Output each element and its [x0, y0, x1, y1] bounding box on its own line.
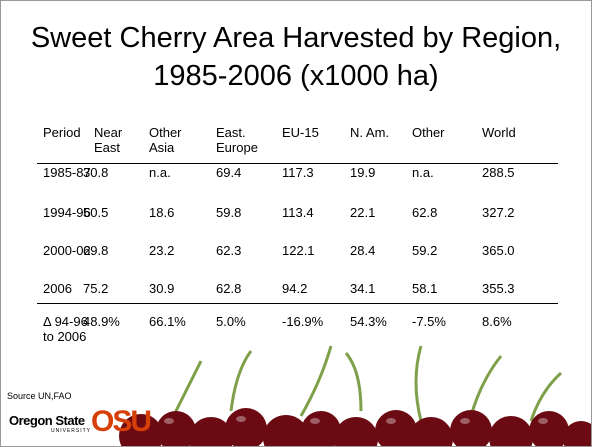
table-cell: 69.4	[216, 165, 242, 180]
table-cell: Δ 94-96 to 2006	[43, 314, 88, 344]
column-header: Other Asia	[149, 125, 182, 155]
column-header: East. Europe	[216, 125, 258, 155]
table-cell: 28.4	[350, 243, 376, 258]
table-cell: 122.1	[282, 243, 315, 258]
source-note: Source UN,FAO	[7, 391, 72, 401]
table-cell: 1985-87	[43, 165, 91, 180]
column-header: N. Am.	[350, 125, 390, 140]
table-cell: 75.2	[83, 281, 109, 296]
column-header: Near East	[94, 125, 123, 155]
table-cell: 8.6%	[482, 314, 512, 329]
table-cell: 66.1%	[149, 314, 186, 329]
table-cell: 48.9%	[83, 314, 120, 329]
table-cell: 2000-02	[43, 243, 91, 258]
table-rule	[37, 303, 558, 304]
table-cell: 58.1	[412, 281, 438, 296]
table-cell: 23.2	[149, 243, 175, 258]
column-header: Period	[43, 125, 81, 140]
table-rule	[37, 163, 558, 164]
table-cell: 327.2	[482, 205, 515, 220]
logo-mark: OSU	[91, 405, 152, 438]
table-cell: 1994-96	[43, 205, 91, 220]
table-cell: 117.3	[282, 165, 314, 180]
table-cell: 288.5	[482, 165, 515, 180]
column-header: World	[482, 125, 516, 140]
table-cell: 22.1	[350, 205, 376, 220]
table-cell: 62.3	[216, 243, 242, 258]
table-cell: 365.0	[482, 243, 515, 258]
table-cell: 30.9	[149, 281, 175, 296]
table-cell: 94.2	[282, 281, 308, 296]
table-cell: 19.9	[350, 165, 376, 180]
table-cell: 62.8	[412, 205, 438, 220]
table-cell: 59.2	[412, 243, 438, 258]
table-cell: n.a.	[149, 165, 171, 180]
table-cell: 2006	[43, 281, 72, 296]
table-cell: 30.8	[83, 165, 109, 180]
table-cell: 69.8	[83, 243, 109, 258]
table-cell: 54.3%	[350, 314, 387, 329]
table-cell: 34.1	[350, 281, 376, 296]
table-cell: 355.3	[482, 281, 515, 296]
table-cell: 18.6	[149, 205, 175, 220]
slide-title: Sweet Cherry Area Harvested by Region, 1…	[30, 22, 562, 92]
table-cell: -16.9%	[282, 314, 324, 329]
column-header: EU-15	[282, 125, 319, 140]
table-cell: 113.4	[282, 205, 314, 220]
logo-name: Oregon State	[9, 413, 85, 428]
table-cell: -7.5%	[412, 314, 446, 329]
table-cell: 50.5	[83, 205, 109, 220]
table-cell: 5.0%	[216, 314, 246, 329]
table-cell: 62.8	[216, 281, 242, 296]
table-cell: 59.8	[216, 205, 242, 220]
logo-subtitle: UNIVERSITY	[51, 428, 92, 434]
table-cell: n.a.	[412, 165, 434, 180]
column-header: Other	[412, 125, 445, 140]
